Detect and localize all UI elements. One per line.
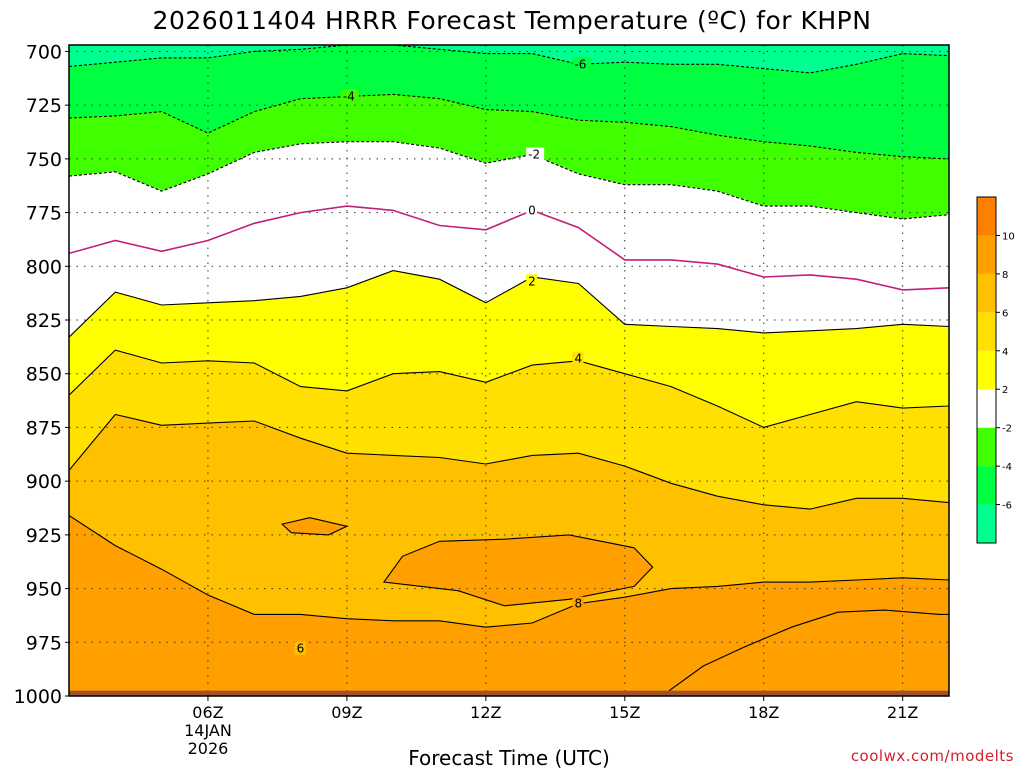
isotherm-label-4: 4	[574, 352, 582, 366]
ytick-label-750: 750	[26, 149, 62, 171]
colorbar-label--2: -2	[1002, 424, 1012, 435]
ground-surface	[69, 690, 949, 696]
isotherm-8	[69, 515, 949, 628]
xtick-label-09Z: 09Z	[331, 703, 362, 722]
isotherm-label--6: -6	[574, 57, 586, 71]
isotherm-label-2: 2	[528, 274, 536, 288]
ytick-label-700: 700	[26, 41, 62, 63]
colorbar-segment-8-to-10	[977, 235, 996, 274]
ytick-label-825: 825	[26, 310, 62, 332]
isotherm-2	[69, 270, 949, 338]
isotherm-4	[69, 349, 949, 428]
colorbar-segment--4-to--2	[977, 427, 996, 467]
colorbar-segment-2-to-4	[977, 350, 996, 390]
colorbar-segment-10-to-12	[977, 197, 996, 236]
surface-warm-contour	[661, 609, 949, 696]
pressure-axis: 700 725 750 775 800 825 850 875 900 925 950 975 1000	[14, 41, 69, 708]
colorbar-label-4: 4	[1002, 347, 1008, 358]
colorbar-segment-6-to-8	[977, 273, 996, 313]
credit-text: coolwx.com/modelts	[851, 747, 1014, 765]
isotherm-label-bg--2	[526, 147, 545, 161]
colorbar-legend: -6 -4 -2 2 4 6 8 10	[976, 196, 1015, 544]
chart-title: 2026011404 HRRR Forecast Temperature (ºC…	[153, 6, 872, 35]
isotherm--6	[69, 45, 949, 74]
isotherm-label-bg--4	[340, 89, 359, 103]
isotherm--4	[69, 93, 949, 160]
colorbar-label--6: -6	[1002, 501, 1012, 512]
isotherm-label--2: -2	[528, 148, 540, 162]
isotherm-label-bg--6	[572, 57, 591, 71]
isotherm-label-bg-2	[526, 274, 538, 288]
ytick-label-725: 725	[26, 95, 62, 117]
xtick-label-18Z: 18Z	[748, 703, 779, 722]
plot-frame	[68, 44, 950, 697]
isotherm-label-bg-8	[572, 596, 584, 610]
ytick-label-800: 800	[26, 256, 62, 278]
warm-pocket-contour-1	[280, 517, 349, 536]
plot-area	[69, 45, 949, 696]
ytick-label-775: 775	[26, 203, 62, 225]
isotherm-label-8: 8	[574, 597, 582, 611]
xtick-label-06Z: 06Z	[192, 703, 223, 722]
ytick-label-900: 900	[26, 471, 62, 493]
ytick-label-875: 875	[26, 417, 62, 439]
ytick-label-975: 975	[26, 632, 62, 654]
ytick-label-925: 925	[26, 525, 62, 547]
x-axis-label: Forecast Time (UTC)	[408, 746, 610, 768]
isotherm-labels: -6 -4 -2 0 2 4 6 8	[294, 57, 591, 656]
colorbar-label-6: 6	[1002, 308, 1008, 319]
colorbar-segment--6-to--4	[977, 466, 996, 505]
warm-pocket-fill-2	[383, 534, 653, 606]
isotherm-6	[69, 413, 949, 510]
colorbar-label-8: 8	[1002, 270, 1008, 281]
xtick-label-12Z: 12Z	[470, 703, 501, 722]
warm-pocket-contour-2	[382, 534, 654, 607]
xtick-year: 2026	[188, 739, 229, 758]
xtick-date: 14JAN	[184, 721, 232, 740]
temperature-fills	[69, 45, 949, 696]
colorbar-label-10: 10	[1002, 231, 1015, 242]
xtick-label-15Z: 15Z	[609, 703, 640, 722]
isotherm-label-6: 6	[297, 642, 305, 656]
colorbar-segment--2-to-2	[977, 389, 996, 428]
colorbar-frame	[976, 196, 997, 544]
ytick-label-1000: 1000	[14, 686, 62, 708]
isotherm-label-0: 0	[528, 203, 536, 217]
colorbar-label--4: -4	[1002, 462, 1012, 473]
ytick-label-950: 950	[26, 579, 62, 601]
colorbar-label-2: 2	[1002, 385, 1008, 396]
xtick-label-21Z: 21Z	[887, 703, 918, 722]
isotherm-lines	[69, 45, 949, 696]
isotherm-label-bg-0	[526, 203, 538, 217]
colorbar-segment--8-to--6	[977, 504, 996, 543]
isotherm--2	[69, 141, 949, 220]
colorbar-segment-4-to-6	[977, 312, 996, 351]
isotherm-0	[69, 205, 949, 291]
isotherm-label-bg-4	[572, 351, 584, 365]
surface-warm-fill	[661, 610, 949, 696]
ytick-label-850: 850	[26, 364, 62, 386]
isotherm-label--4: -4	[343, 90, 355, 104]
isotherm-label-bg-6	[294, 641, 306, 655]
warm-pocket-fill-1	[282, 517, 347, 535]
